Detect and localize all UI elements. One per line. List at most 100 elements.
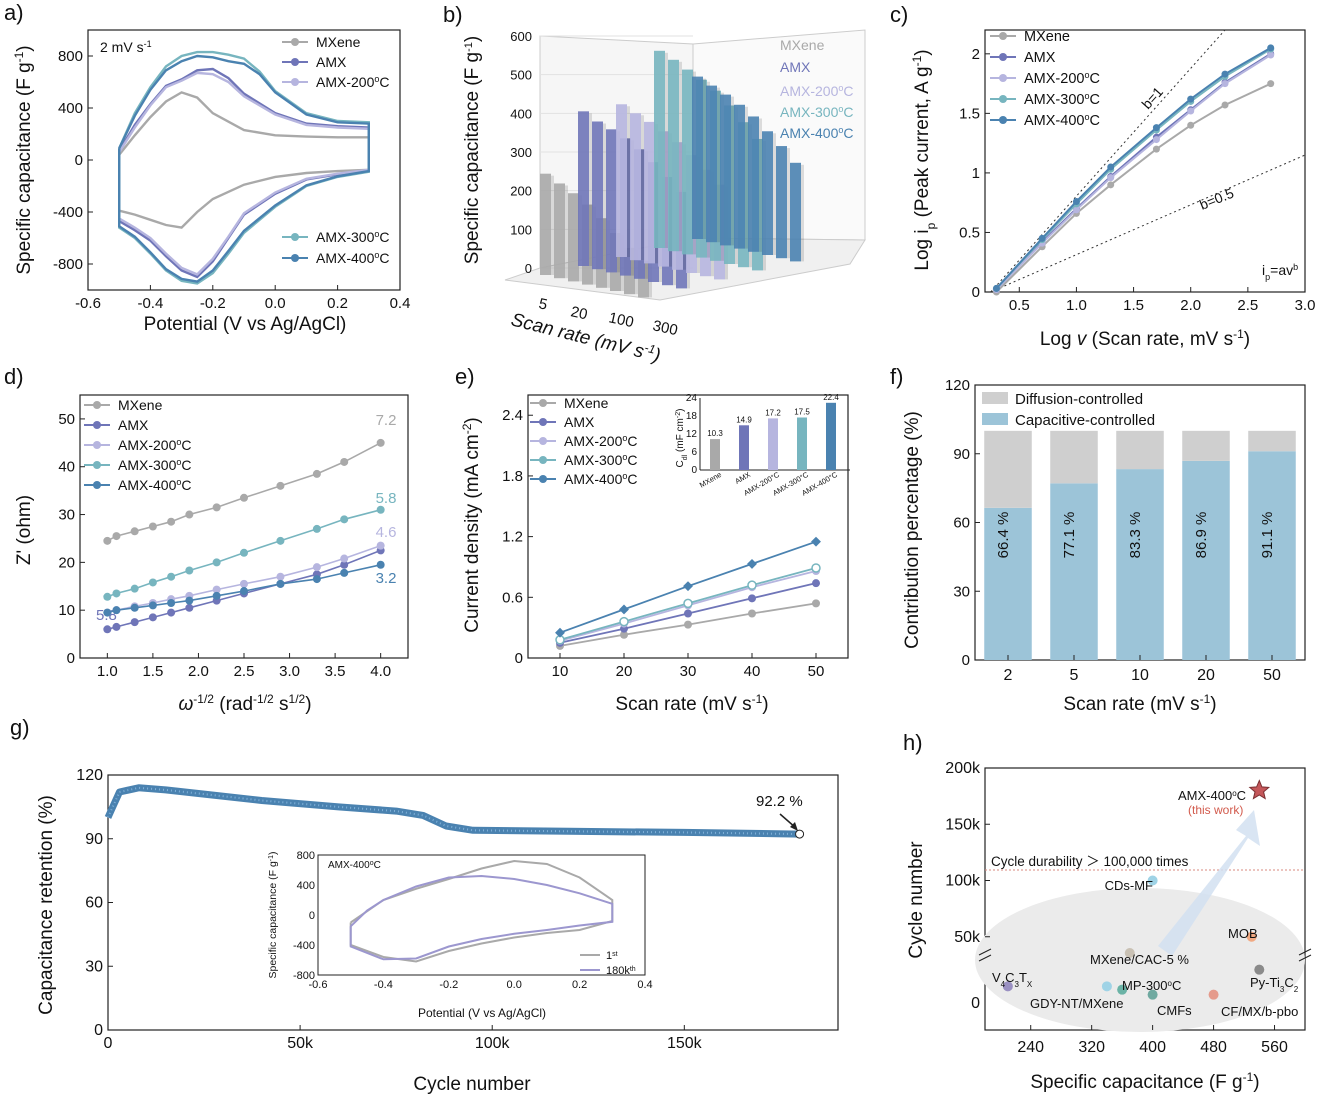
f-bar-diffusion bbox=[984, 430, 1032, 508]
h-point-label: MXene/CAC-5 % bbox=[1090, 952, 1189, 967]
a-series-AMX-400oC bbox=[117, 54, 370, 283]
b-bar-MXene bbox=[568, 193, 579, 282]
g-retention-markers bbox=[107, 786, 800, 836]
legend-marker bbox=[999, 74, 1007, 82]
e-ylabel: Current density (mA cm-2) bbox=[460, 417, 483, 633]
d-point bbox=[376, 438, 385, 447]
chart-h: Cycle durability ＞ 100,000 times 240 320 40… bbox=[906, 760, 1312, 1056]
b-bar-AMX-400oC bbox=[706, 85, 717, 243]
g-x-tick-label: 100k bbox=[475, 1035, 511, 1052]
d-point bbox=[112, 606, 121, 615]
g-inset-xtick: -0.2 bbox=[439, 979, 458, 991]
g-inset-legend-label: 180kth bbox=[606, 965, 636, 977]
c-y-tick-label: 0.5 bbox=[959, 224, 980, 241]
g-inset-frame bbox=[317, 854, 646, 976]
f-bar-label: 66.4 % bbox=[995, 512, 1012, 559]
c-point bbox=[1267, 51, 1275, 59]
c-point bbox=[1072, 197, 1080, 205]
legend-marker bbox=[539, 399, 547, 407]
f-bar-label: 77.1 % bbox=[1061, 512, 1078, 559]
legend-marker bbox=[539, 456, 547, 464]
d-point bbox=[185, 510, 194, 519]
d-point bbox=[130, 584, 139, 593]
h-x-tick-label: 560 bbox=[1261, 1039, 1288, 1056]
h-ylabel: Cycle number bbox=[906, 841, 927, 959]
b-bar-shade bbox=[801, 164, 804, 262]
a-y-tick-label: -400 bbox=[53, 204, 83, 221]
h-point-label: MOB bbox=[1228, 926, 1258, 941]
f-bar-label: 91.1 % bbox=[1259, 512, 1276, 559]
d-point bbox=[240, 587, 248, 596]
legend-marker bbox=[93, 441, 101, 449]
a-x-tick-label: -0.4 bbox=[137, 295, 163, 312]
f-y-tick-label: 60 bbox=[953, 515, 970, 532]
g-inset-xtick: 0.4 bbox=[637, 979, 652, 991]
c-point bbox=[1187, 95, 1195, 103]
h-point-label: AMX-400oC bbox=[1178, 788, 1246, 803]
b-bar-AMX-400oC bbox=[734, 104, 745, 249]
c-point bbox=[1267, 44, 1275, 52]
e-point bbox=[684, 609, 692, 618]
h-point-this-work bbox=[1248, 779, 1271, 800]
d-point bbox=[276, 536, 285, 545]
b-bar-shade bbox=[665, 52, 668, 248]
legend-label: AMX-200oC bbox=[1024, 70, 1100, 87]
b-ytick-label: 500 bbox=[510, 68, 532, 83]
legend-label: AMX-200oC bbox=[316, 74, 390, 90]
d-point bbox=[103, 625, 112, 634]
c-ref-b1 bbox=[990, 29, 1226, 293]
legend-label: AMX-300oC bbox=[564, 452, 638, 468]
c-line-AMX bbox=[995, 52, 1272, 291]
panel-label-d: d) bbox=[4, 364, 24, 389]
c-point bbox=[1187, 121, 1195, 129]
legend-label: AMX bbox=[1024, 50, 1056, 66]
g-inset-ytick: 800 bbox=[297, 850, 315, 862]
e-point bbox=[619, 604, 629, 615]
h-y-tick-label: 0 bbox=[971, 995, 980, 1012]
d-point bbox=[212, 585, 221, 594]
c-point bbox=[1152, 124, 1160, 132]
c-y-tick-label: 1 bbox=[972, 165, 980, 182]
f-bar-label: 83.3 % bbox=[1127, 512, 1144, 559]
b-bar-AMX-200oC bbox=[644, 121, 655, 264]
legend-label: AMX-300oC bbox=[118, 457, 192, 473]
d-point bbox=[312, 469, 321, 478]
panel-label-h: h) bbox=[903, 730, 923, 755]
a-series-MXene bbox=[117, 91, 370, 229]
f-x-tick-label: 5 bbox=[1070, 667, 1079, 684]
d-y-tick-label: 10 bbox=[58, 602, 75, 619]
b-ytick-label: 400 bbox=[510, 106, 532, 121]
f-y-tick-label: 120 bbox=[945, 377, 970, 394]
f-bar-capacitive bbox=[1050, 483, 1098, 660]
e-point bbox=[555, 627, 565, 638]
f-y-tick-label: 0 bbox=[962, 652, 970, 669]
d-point bbox=[103, 536, 112, 545]
b-ytick-label: 100 bbox=[510, 222, 532, 237]
g-inset-ytick: 400 bbox=[297, 880, 315, 892]
e-inset-bar bbox=[797, 417, 807, 470]
e-inset-value: 14.9 bbox=[736, 415, 752, 424]
a-x-tick-label: -0.2 bbox=[200, 295, 226, 312]
h-y-tick-label: 100k bbox=[945, 873, 981, 890]
g-y-tick-label: 90 bbox=[85, 831, 103, 848]
e-inset-tick: 0 bbox=[691, 465, 697, 476]
g-arrow-head bbox=[790, 822, 798, 831]
chart-e: 10 20 30 40 50 0 0.6 1.2 1.8 2.4 Current density (… bbox=[460, 393, 850, 680]
e-inset-bar bbox=[739, 425, 749, 470]
legend-marker bbox=[999, 53, 1007, 61]
b-xtick-label: 5 bbox=[537, 295, 549, 313]
a-xlabel: Potential (V vs Ag/AgCl) bbox=[144, 314, 347, 335]
d-point bbox=[340, 560, 349, 569]
d-point bbox=[276, 572, 285, 581]
e-inset-tick: 6 bbox=[691, 447, 697, 458]
h-break-mark bbox=[978, 948, 992, 956]
c-point bbox=[1107, 174, 1115, 182]
f-xlabel: Scan rate (mV s-1) bbox=[1063, 692, 1216, 715]
d-point bbox=[148, 601, 157, 610]
d-point bbox=[312, 563, 321, 572]
f-x-tick-label: 20 bbox=[1197, 667, 1215, 684]
e-inset-category: AMX bbox=[733, 470, 752, 486]
e-point bbox=[619, 616, 629, 627]
b-bar-shade bbox=[773, 133, 776, 255]
